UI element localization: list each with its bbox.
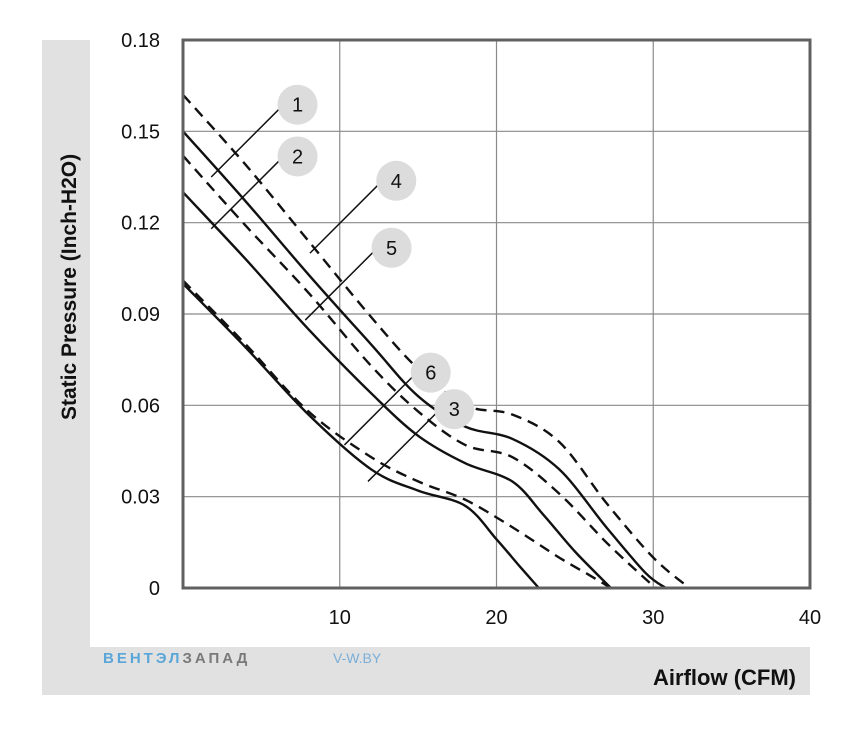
marker-circle-5 [371, 227, 412, 268]
marker-label-3: 3 [449, 399, 460, 421]
series-line-4 [182, 94, 691, 589]
watermark-brand-part1: ВЕНТЭЛ [103, 650, 182, 667]
y-tick-label: 0.03 [121, 487, 160, 509]
watermark-site: V-W.BY [333, 650, 382, 666]
marker-leader-1 [210, 106, 283, 178]
y-tick-label: 0.09 [121, 304, 160, 326]
marker-circle-4 [376, 160, 417, 201]
y-axis-label: Static Pressure (Inch-H2O) [58, 154, 81, 420]
y-tick-label: 0.12 [121, 213, 160, 235]
y-tick-labels: 0 0.03 0.06 0.09 0.12 0.15 0.18 [121, 30, 160, 600]
marker-group: 1 2 4 5 63 [210, 84, 475, 482]
x-axis-label: Airflow (CFM) [653, 665, 796, 690]
y-tick-label: 0.18 [121, 30, 160, 52]
x-tick-label: 20 [485, 607, 507, 629]
y-tick-label: 0.06 [121, 395, 160, 417]
plot-frame [181, 38, 812, 590]
marker-leader-6 [343, 374, 416, 446]
grid [183, 39, 811, 589]
marker-circle-6 [410, 352, 451, 393]
x-tick-labels: 10 20 30 40 [329, 607, 822, 629]
x-tick-label: 40 [799, 607, 821, 629]
marker-leader-4 [309, 182, 381, 254]
xlabel-panel [90, 647, 810, 695]
marker-label-6: 6 [425, 363, 436, 385]
series-line-3 [182, 279, 612, 590]
watermark-brand-part2: ЗАПАД [182, 650, 250, 667]
series-group [182, 94, 691, 590]
marker-label-4: 4 [391, 171, 402, 193]
marker-leader-2 [210, 157, 283, 230]
y-tick-label: 0.15 [121, 121, 160, 143]
marker-leader-5 [304, 249, 377, 321]
marker-label-2: 2 [292, 146, 303, 168]
watermark-brand: ВЕНТЭЛЗАПАД [103, 650, 250, 667]
ylabel-panel [42, 40, 90, 695]
marker-circle-1 [277, 84, 318, 125]
marker-label-1: 1 [292, 95, 303, 117]
marker-circle-3 [434, 389, 475, 430]
marker-circle-2 [277, 136, 318, 177]
marker-leader-3 [367, 410, 439, 482]
marker-label-5: 5 [386, 238, 397, 260]
series-line-6 [182, 282, 540, 589]
x-tick-label: 10 [329, 607, 351, 629]
y-tick-label: 0 [149, 578, 160, 600]
x-tick-label: 30 [642, 607, 664, 629]
series-line-5 [182, 191, 612, 589]
